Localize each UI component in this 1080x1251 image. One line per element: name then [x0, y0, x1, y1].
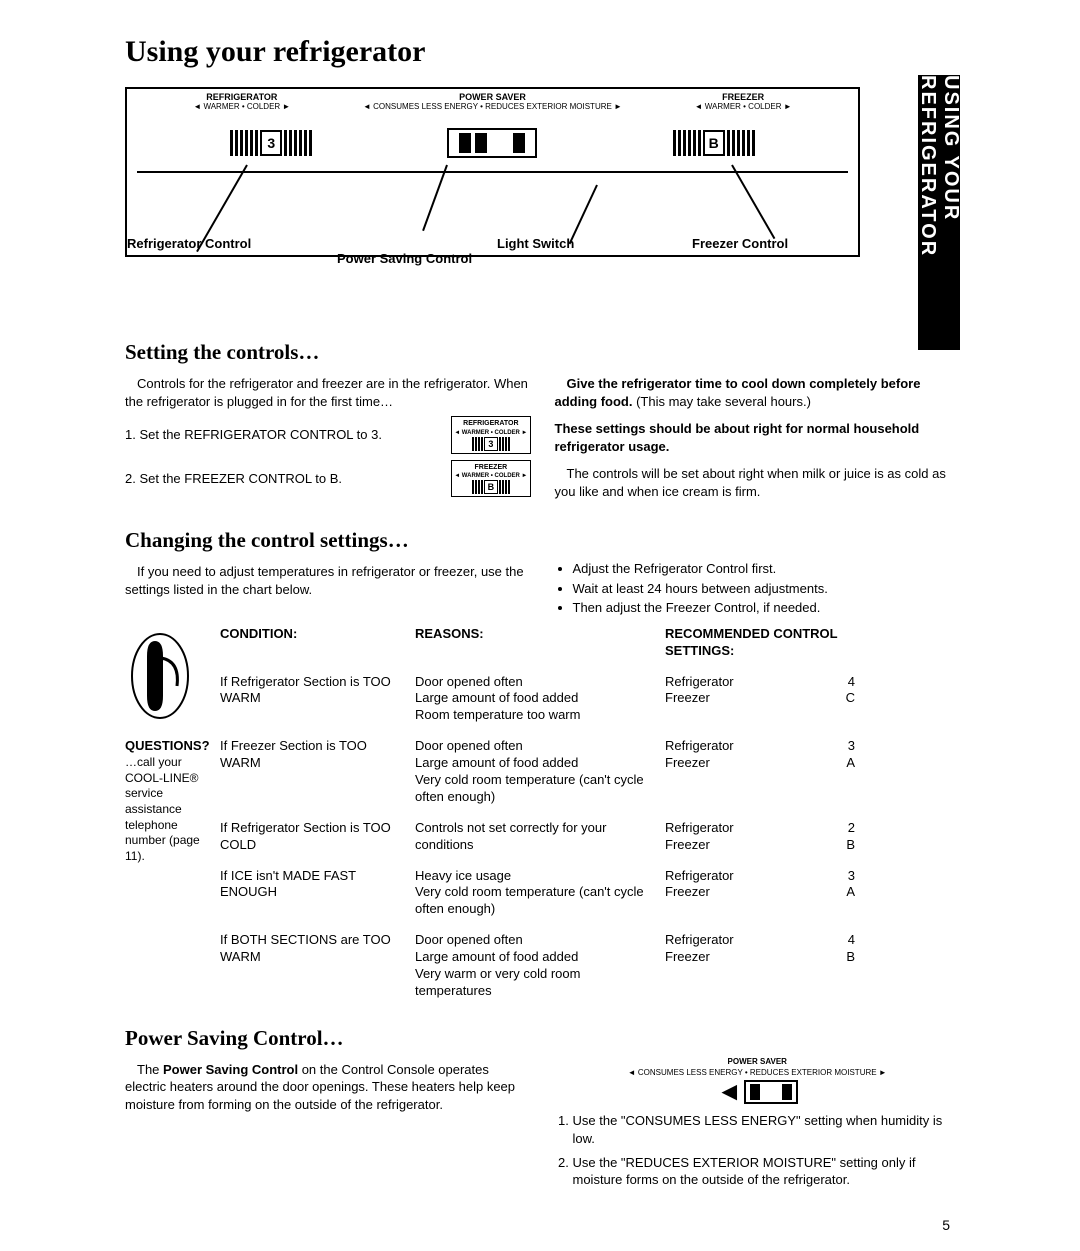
table-recommended: Refrigerator3FreezerA — [665, 738, 855, 806]
freezer-dial: B — [661, 128, 766, 158]
table-reasons: Controls not set correctly for your cond… — [415, 820, 645, 854]
telephone-icon — [125, 626, 195, 726]
bullet-1: Adjust the Refrigerator Control first. — [573, 559, 961, 579]
mini-freezer-dial: FREEZER ◄ WARMER • COLDER ► B — [451, 460, 530, 498]
table-condition: If BOTH SECTIONS are TOO WARM — [220, 932, 395, 1000]
hdr-condition: CONDITION: — [220, 626, 395, 660]
adjustment-bullets: Adjust the Refrigerator Control first. W… — [559, 559, 961, 618]
table-condition: If Refrigerator Section is TOO WARM — [220, 674, 395, 725]
panel-power-sub: ◄ CONSUMES LESS ENERGY • REDUCES EXTERIO… — [363, 103, 622, 112]
freezer-dial-value: B — [703, 130, 725, 156]
changing-intro: If you need to adjust temperatures in re… — [125, 563, 531, 598]
power-saver-diagram: POWER SAVER ◄ CONSUMES LESS ENERGY • RED… — [555, 1057, 961, 1105]
questions-header: QUESTIONS? — [125, 738, 214, 755]
cooldown-rest: (This may take several hours.) — [632, 394, 810, 409]
psc-text-a: The — [137, 1062, 163, 1077]
panel-freezer-sub: ◄ WARMER • COLDER ► — [695, 103, 792, 112]
bullet-2: Wait at least 24 hours between adjustmen… — [573, 579, 961, 599]
table-reasons: Door opened often Large amount of food a… — [415, 674, 645, 725]
power-saver-switch — [447, 128, 537, 158]
side-tab: USING YOUR REFRIGERATOR — [918, 75, 960, 350]
table-recommended: Refrigerator4FreezerB — [665, 932, 855, 1000]
hdr-reasons: REASONS: — [415, 626, 645, 660]
normal-usage-note: These settings should be about right for… — [555, 420, 961, 455]
bullet-3: Then adjust the Freezer Control, if need… — [573, 598, 961, 618]
table-recommended: Refrigerator4FreezerC — [665, 674, 855, 725]
label-refrigerator-control: Refrigerator Control — [127, 236, 251, 251]
table-recommended: Refrigerator3FreezerA — [665, 868, 855, 919]
page-number: 5 — [942, 1217, 950, 1233]
troubleshooting-table: QUESTIONS? …call your COOL-LINE® service… — [125, 626, 960, 1000]
power-step-2: Use the "REDUCES EXTERIOR MOISTURE" sett… — [573, 1154, 961, 1189]
table-reasons: Door opened often Large amount of food a… — [415, 932, 645, 1000]
panel-refrig-sub: ◄ WARMER • COLDER ► — [193, 103, 290, 112]
heading-changing-settings: Changing the control settings… — [125, 528, 960, 553]
step1-text: Set the REFRIGERATOR CONTROL to 3. — [139, 427, 382, 442]
table-condition: If Refrigerator Section is TOO COLD — [220, 820, 395, 854]
label-freezer-control: Freezer Control — [692, 236, 788, 251]
refrigerator-dial-value: 3 — [260, 130, 282, 156]
table-condition: If ICE isn't MADE FAST ENOUGH — [220, 868, 395, 919]
control-panel-diagram: REFRIGERATOR ◄ WARMER • COLDER ► POWER S… — [125, 87, 860, 257]
heading-setting-controls: Setting the controls… — [125, 340, 960, 365]
psc-text-b: Power Saving Control — [163, 1062, 298, 1077]
hdr-recommended: RECOMMENDED CONTROL SETTINGS: — [665, 626, 855, 660]
mini-refrigerator-dial: REFRIGERATOR ◄ WARMER • COLDER ► 3 — [451, 416, 530, 454]
page-title: Using your refrigerator — [125, 35, 960, 69]
table-reasons: Door opened often Large amount of food a… — [415, 738, 645, 806]
label-power-saving-control: Power Saving Control — [337, 251, 472, 266]
table-condition: If Freezer Section is TOO WARM — [220, 738, 395, 806]
refrigerator-dial: 3 — [219, 128, 324, 158]
heading-power-saving: Power Saving Control… — [125, 1026, 960, 1051]
label-light-switch: Light Switch — [497, 236, 574, 251]
controls-right-note: The controls will be set about right whe… — [555, 465, 961, 500]
questions-body: …call your COOL-LINE® service assistance… — [125, 755, 214, 864]
table-recommended: Refrigerator2FreezerB — [665, 820, 855, 854]
setting-intro: Controls for the refrigerator and freeze… — [125, 375, 531, 410]
table-reasons: Heavy ice usage Very cold room temperatu… — [415, 868, 645, 919]
power-step-1: Use the "CONSUMES LESS ENERGY" setting w… — [573, 1112, 961, 1147]
step2-text: Set the FREEZER CONTROL to B. — [139, 471, 342, 486]
